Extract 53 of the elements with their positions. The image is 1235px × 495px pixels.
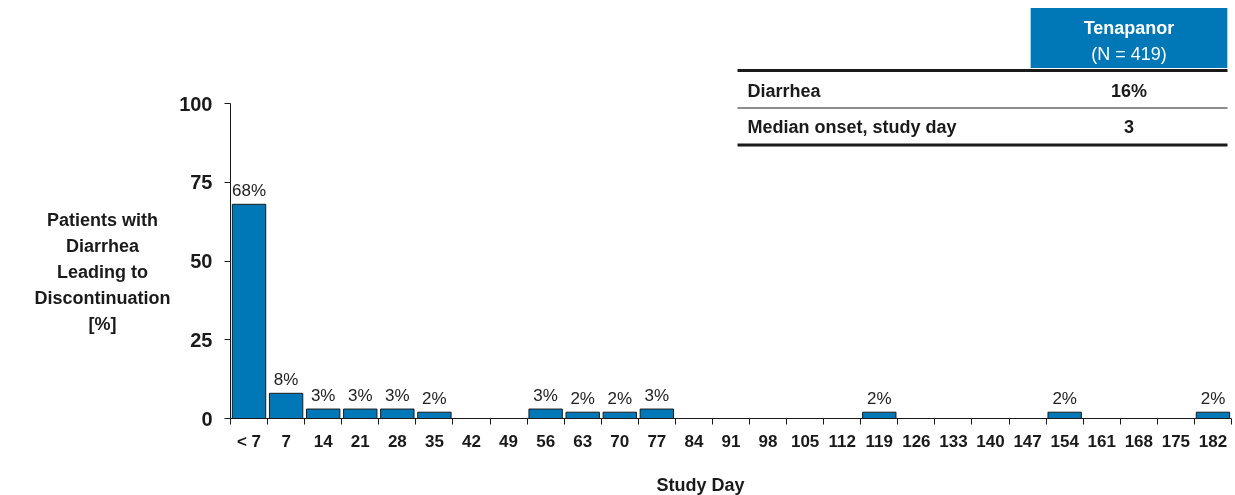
x-tick-label: 28	[387, 431, 407, 451]
x-tick-label: 126	[902, 431, 931, 451]
data-label: 2%	[1052, 389, 1077, 409]
x-tick-label: 63	[573, 431, 593, 451]
data-label: 68%	[232, 181, 267, 201]
y-tick-label: 50	[190, 250, 213, 272]
text: Tenapanor	[1083, 18, 1175, 38]
x-axis-title: Study Day	[656, 474, 745, 495]
x-tick-label: 112	[828, 431, 856, 451]
data-label: 3%	[310, 386, 336, 406]
data-label: 2%	[607, 389, 633, 409]
y-tick-label: 0	[201, 407, 213, 430]
x-tick-label: 77	[647, 431, 667, 451]
x-tick-label: 35	[424, 431, 444, 451]
x-tick-label: 42	[462, 431, 481, 451]
data-label: 3%	[347, 386, 373, 406]
annotation: Median onset, study day	[747, 116, 957, 137]
x-tick-label: 21	[350, 431, 370, 451]
text: (N = 419)	[1091, 43, 1167, 64]
x-tick-label: 98	[758, 431, 778, 451]
y-axis-title: Patients with Diarrhea Leading to Discontinuation [%]	[34, 209, 171, 334]
x-tick-label: 91	[721, 431, 741, 451]
x-tick-label: 133	[939, 431, 968, 451]
annotation: 3	[1123, 117, 1135, 137]
data-label: 3%	[533, 386, 558, 406]
x-tick-label: 7	[281, 431, 291, 451]
x-tick-label: < 7	[236, 431, 262, 451]
text: Diarrhea	[747, 80, 822, 101]
x-tick-label: 84	[684, 431, 704, 451]
data-label: 2%	[422, 389, 447, 409]
x-tick-label: 175	[1161, 431, 1191, 451]
data-label: 2%	[1200, 389, 1226, 409]
x-tick-label: 105	[790, 431, 820, 451]
x-tick-label: 119	[865, 431, 894, 451]
x-tick-label: 154	[1050, 431, 1080, 451]
x-tick-label: 70	[610, 431, 630, 451]
y-tick-label: 75	[190, 171, 213, 194]
x-tick-label: 56	[536, 431, 556, 451]
x-tick-label: 161	[1087, 431, 1116, 451]
data-label: 2%	[570, 389, 595, 409]
x-tick-label: 182	[1198, 431, 1228, 451]
data-label: 3%	[385, 386, 410, 406]
y-tick-label: 100	[179, 92, 213, 115]
x-tick-label: 168	[1124, 431, 1154, 451]
data-label: 2%	[867, 389, 892, 409]
x-tick-label: 49	[499, 431, 519, 451]
text: 16%	[1110, 80, 1148, 101]
x-tick-label: 147	[1013, 431, 1042, 451]
data-label: 8%	[273, 370, 299, 390]
x-tick-label: 14	[313, 431, 334, 451]
data-label: 3%	[644, 386, 670, 406]
x-tick-label: 140	[976, 431, 1005, 451]
y-tick-label: 25	[190, 328, 213, 351]
